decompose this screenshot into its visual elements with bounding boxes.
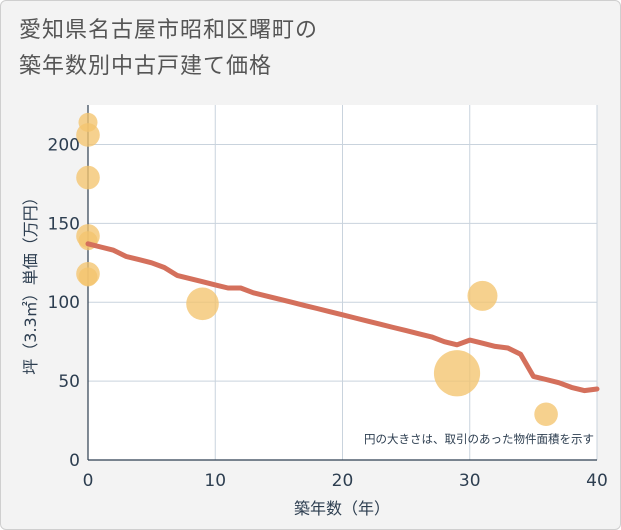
y-axis-label: 坪（3.3㎡）単価（万円） xyxy=(21,189,40,374)
x-axis-label: 築年数（年） xyxy=(294,499,390,518)
x-tick-label-3: 30 xyxy=(459,471,481,491)
chart-title: 愛知県名古屋市昭和区曙町の 築年数別中古戸建て価格 xyxy=(19,13,318,85)
y-tick-label-2: 100 xyxy=(48,293,80,313)
data-point-10 xyxy=(534,402,558,427)
data-point-8 xyxy=(433,350,481,397)
size-note: 円の大きさは、取引のあった物件面積を示す xyxy=(364,432,594,446)
trend-line xyxy=(85,241,600,394)
title-line-2: 築年数別中古戸建て価格 xyxy=(19,54,273,79)
data-point-7 xyxy=(186,287,219,321)
x-tick-label-0: 0 xyxy=(83,471,94,491)
trend-line-group xyxy=(85,241,600,394)
y-tick-label-3: 150 xyxy=(48,214,80,234)
title-line-1: 愛知県名古屋市昭和区曙町の xyxy=(19,18,319,43)
data-point-2 xyxy=(76,165,100,190)
x-tick-label-4: 40 xyxy=(586,471,608,491)
x-tick-label-1: 10 xyxy=(204,471,226,491)
y-tick-label-1: 50 xyxy=(58,372,80,392)
y-tick-label-0: 0 xyxy=(69,451,80,471)
tick-labels: 0 50 100 150 200 0 10 20 30 40 xyxy=(48,135,608,491)
x-tick-label-2: 20 xyxy=(332,471,354,491)
y-tick-label-4: 200 xyxy=(48,135,80,155)
scatter-points xyxy=(76,112,558,427)
data-point-1 xyxy=(76,123,100,147)
data-point-9 xyxy=(467,280,498,311)
data-point-6 xyxy=(78,267,98,287)
